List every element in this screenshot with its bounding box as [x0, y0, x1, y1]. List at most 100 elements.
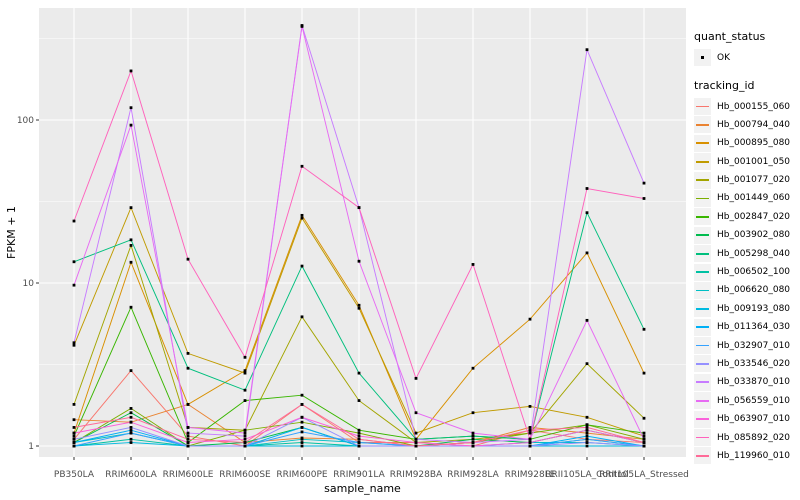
line-swatch-icon [696, 105, 709, 108]
data-point [72, 283, 76, 287]
data-point [129, 238, 133, 242]
legend-item-label: Hb_009193_080 [717, 303, 791, 314]
data-point [300, 444, 304, 448]
data-point [72, 343, 76, 347]
line-swatch-icon [696, 179, 709, 181]
x-tick-label: RRII105LA_Stressed [599, 470, 689, 480]
data-point [186, 366, 190, 370]
data-point [186, 351, 190, 355]
panel-background [39, 8, 686, 457]
x-tick-label: RRIM901LA [333, 470, 385, 480]
data-point [585, 423, 589, 427]
legend-key [694, 208, 711, 226]
legend-key [694, 447, 711, 465]
legend-item-label: Hb_011364_030 [717, 322, 791, 333]
data-point [471, 444, 475, 448]
legend-item-label: Hb_000155_060 [717, 101, 791, 112]
data-point [300, 441, 304, 444]
data-point [357, 259, 361, 263]
data-point [129, 420, 133, 424]
data-point [357, 306, 361, 310]
legend-item-label: Hb_006502_100 [717, 267, 791, 278]
x-tick-label: RRIM928BA [390, 470, 443, 480]
data-point [642, 181, 646, 185]
line-swatch-icon [696, 160, 709, 163]
data-point [72, 260, 76, 264]
x-tick-label: RRII105LA_Control [545, 470, 628, 480]
data-point [357, 444, 361, 448]
data-point [72, 426, 76, 429]
data-point [243, 388, 247, 392]
legend-tracking-items: Hb_000155_060 Hb_000794_040 Hb_000895_080 H… [694, 98, 798, 465]
data-point [243, 371, 247, 375]
legend-item-tracking: Hb_001077_020 [694, 171, 798, 189]
data-point [585, 426, 589, 429]
x-tick-label: RRIM600PE [276, 470, 328, 480]
legend-item-tracking: Hb_000794_040 [694, 116, 798, 134]
data-point [243, 434, 247, 438]
legend-item-tracking: Hb_033546_020 [694, 355, 798, 373]
x-tick-label: RRIM600SE [219, 470, 271, 480]
data-point [414, 376, 418, 380]
x-tick-label: RRIM600LE [163, 470, 214, 480]
data-point [300, 393, 304, 397]
x-tick-label: RRIM928LA [447, 470, 499, 480]
line-swatch-icon [696, 455, 709, 457]
legend-key [694, 373, 711, 391]
legend-item-label: Hb_001449_060 [717, 193, 791, 204]
data-point [414, 431, 418, 435]
data-point [357, 303, 361, 307]
line-swatch-icon [696, 326, 709, 329]
data-point [243, 437, 247, 441]
legend-title-quant-status: quant_status [694, 30, 766, 43]
legend-item-label: Hb_063907_010 [717, 414, 791, 425]
legend-item-tracking: Hb_002847_020 [694, 208, 798, 226]
y-tick-label: 10 [23, 279, 35, 289]
legend-item-tracking: Hb_003902_080 [694, 226, 798, 244]
legend-key [694, 429, 711, 447]
data-point [72, 341, 76, 345]
data-point [642, 437, 646, 441]
legend-key [694, 49, 711, 66]
legend-item-tracking: Hb_000895_080 [694, 134, 798, 152]
data-point [528, 444, 532, 448]
legend-item-label: Hb_032907_010 [717, 340, 791, 351]
legend-item-label: Hb_085892_020 [717, 432, 791, 443]
data-point [129, 428, 133, 432]
data-point [528, 441, 532, 444]
legend-item-tracking: Hb_005298_040 [694, 245, 798, 263]
data-point [528, 437, 532, 441]
line-swatch-icon [696, 307, 709, 310]
data-point [186, 444, 190, 448]
data-point [357, 431, 361, 435]
legend-key [694, 116, 711, 134]
data-point [129, 407, 133, 410]
legend-item-label: Hb_001001_050 [717, 156, 791, 167]
data-point [642, 371, 646, 375]
data-point [471, 441, 475, 444]
legend-key [694, 245, 711, 263]
line-swatch-icon [696, 418, 709, 421]
legend-key [694, 171, 711, 189]
data-point [243, 431, 247, 435]
data-point [186, 434, 190, 438]
legend-item-tracking: Hb_085892_020 [694, 429, 798, 447]
legend-item-tracking: Hb_009193_080 [694, 300, 798, 318]
data-point [300, 415, 304, 419]
line-swatch-icon [696, 271, 709, 273]
data-point [642, 441, 646, 444]
data-point [414, 444, 418, 448]
data-point [129, 411, 133, 415]
data-point [471, 366, 475, 370]
data-point [642, 197, 646, 200]
legend-item-tracking: Hb_056559_010 [694, 392, 798, 410]
data-point [528, 431, 532, 435]
line-swatch-icon [696, 344, 709, 347]
data-point [300, 264, 304, 268]
legend-item-label: Hb_002847_020 [717, 211, 791, 222]
data-point [243, 441, 247, 444]
data-point [642, 327, 646, 331]
data-point [72, 402, 76, 406]
data-point [300, 430, 304, 434]
